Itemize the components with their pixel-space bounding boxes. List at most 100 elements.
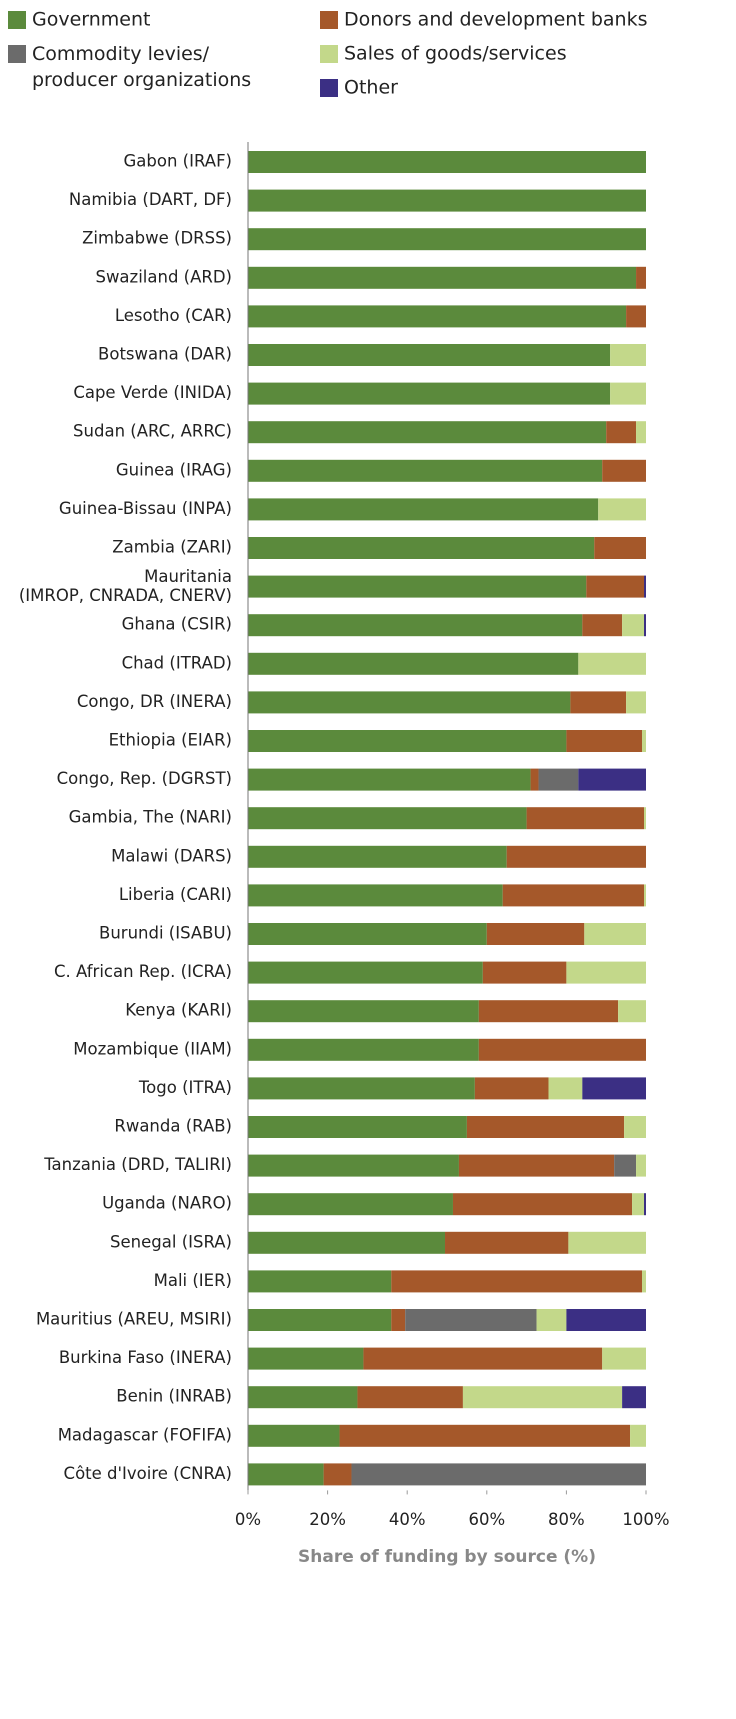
y-tick-label: Madagascar (FOFIFA): [58, 1425, 232, 1444]
bar-segment: [566, 961, 646, 984]
bar-segment: [536, 1309, 567, 1331]
bar-segment: [614, 1154, 637, 1177]
bar-segment: [339, 1424, 631, 1447]
bar-segment: [248, 768, 531, 791]
bar-segment: [644, 1193, 646, 1216]
y-tick-label: Rwanda (RAB): [114, 1117, 232, 1136]
bar-segment: [486, 923, 585, 945]
bar-segment: [248, 1463, 324, 1486]
bar-segment: [248, 151, 646, 173]
bar-segment: [566, 1309, 646, 1331]
legend-swatch: [320, 45, 338, 63]
bar-segment: [642, 730, 646, 752]
y-tick-label: Liberia (CARI): [119, 885, 232, 904]
y-tick-label: Kenya (KARI): [125, 1001, 232, 1020]
y-tick-label: Botswana (DAR): [98, 345, 232, 364]
y-tick-label: Benin (INRAB): [116, 1387, 232, 1406]
bar-segment: [248, 1193, 453, 1216]
y-tick-label: Tanzania (DRD, TALIRI): [43, 1155, 232, 1174]
bar-segment: [405, 1309, 537, 1331]
bar-segment: [584, 923, 646, 945]
bar-segment: [582, 614, 623, 637]
bar-segment: [644, 884, 646, 907]
bar-segment: [474, 1077, 549, 1100]
bar-segment: [538, 768, 579, 791]
bar-segment: [248, 1000, 479, 1023]
bar-segment: [602, 459, 646, 482]
bar-segment: [248, 652, 579, 675]
bar-segment: [248, 691, 571, 714]
y-tick-label: Zambia (ZARI): [112, 538, 232, 557]
bar-segment: [626, 305, 646, 328]
y-tick-label: Cape Verde (INIDA): [73, 383, 232, 402]
y-tick-label: Mozambique (IIAM): [73, 1039, 232, 1058]
y-tick-label: Namibia (DART, DF): [69, 190, 232, 209]
legend-swatch: [8, 45, 26, 63]
bar-segment: [248, 1116, 467, 1138]
y-tick-label: Mali (IER): [154, 1271, 232, 1290]
y-tick-label: Senegal (ISRA): [110, 1232, 232, 1251]
bar-segment: [248, 266, 637, 289]
x-tick-label: 60%: [468, 1510, 505, 1529]
legend-swatch: [320, 79, 338, 97]
x-tick-label: 100%: [622, 1510, 669, 1529]
bar-segment: [530, 768, 539, 791]
bar-segment: [248, 1270, 392, 1293]
bar-segment: [248, 1077, 475, 1100]
y-tick-label: Chad (ITRAD): [122, 653, 232, 672]
bar-segment: [566, 730, 643, 752]
bar-segment: [506, 845, 646, 868]
bar-segment: [622, 1386, 646, 1409]
y-tick-label: Mauritius (AREU, MSIRI): [36, 1310, 232, 1329]
legend-label: Donors and development banks: [344, 9, 647, 31]
bar-segment: [458, 1154, 615, 1177]
bar-segment: [357, 1386, 463, 1409]
bar-segment: [248, 923, 487, 945]
bar-segment: [582, 1077, 646, 1100]
bar-segment: [626, 691, 646, 714]
y-tick-label: Lesotho (CAR): [115, 306, 232, 325]
x-tick-label: 20%: [309, 1510, 346, 1529]
bar-segment: [248, 884, 503, 907]
bar-segment: [462, 1386, 623, 1409]
bar-segment: [602, 1347, 646, 1370]
bar-segment: [568, 1231, 646, 1254]
bar-segment: [248, 1309, 392, 1331]
bar-segment: [632, 1193, 645, 1216]
bar-segment: [248, 459, 603, 482]
bar-segment: [391, 1270, 643, 1293]
bar-segment: [452, 1193, 633, 1216]
bar-segment: [351, 1463, 646, 1486]
bar-segment: [644, 614, 646, 637]
bar-segment: [622, 614, 645, 637]
bar-segment: [445, 1231, 569, 1254]
bar-segment: [606, 421, 637, 444]
bar-segment: [248, 1424, 340, 1447]
bar-segment: [248, 807, 527, 830]
y-tick-label: Ghana (CSIR): [122, 615, 232, 634]
bar-segment: [548, 1077, 583, 1100]
bar-segment: [618, 1000, 646, 1023]
bar-segment: [570, 691, 627, 714]
bar-segment: [248, 1386, 358, 1409]
bar-segment: [644, 575, 646, 598]
legend-label: Sales of goods/services: [344, 43, 567, 65]
x-axis-title: Share of funding by source (%): [298, 1547, 596, 1567]
bar-segment: [248, 730, 567, 752]
bar-segment: [578, 652, 646, 675]
y-tick-label: Guinea (IRAG): [116, 460, 232, 479]
bar-segment: [248, 961, 483, 984]
bar-segment: [248, 1154, 459, 1177]
y-tick-label: Swaziland (ARD): [95, 267, 232, 286]
bar-segment: [363, 1347, 603, 1370]
legend-swatch: [320, 11, 338, 29]
bar-segment: [248, 382, 611, 405]
bar-segment: [644, 807, 646, 830]
bar-segment: [586, 575, 645, 598]
bar-segment: [466, 1116, 625, 1138]
bar-segment: [482, 961, 567, 984]
y-tick-label: Congo, DR (INERA): [77, 692, 232, 711]
y-tick-label: Gabon (IRAF): [124, 152, 232, 171]
y-tick-label: Malawi (DARS): [111, 846, 232, 865]
